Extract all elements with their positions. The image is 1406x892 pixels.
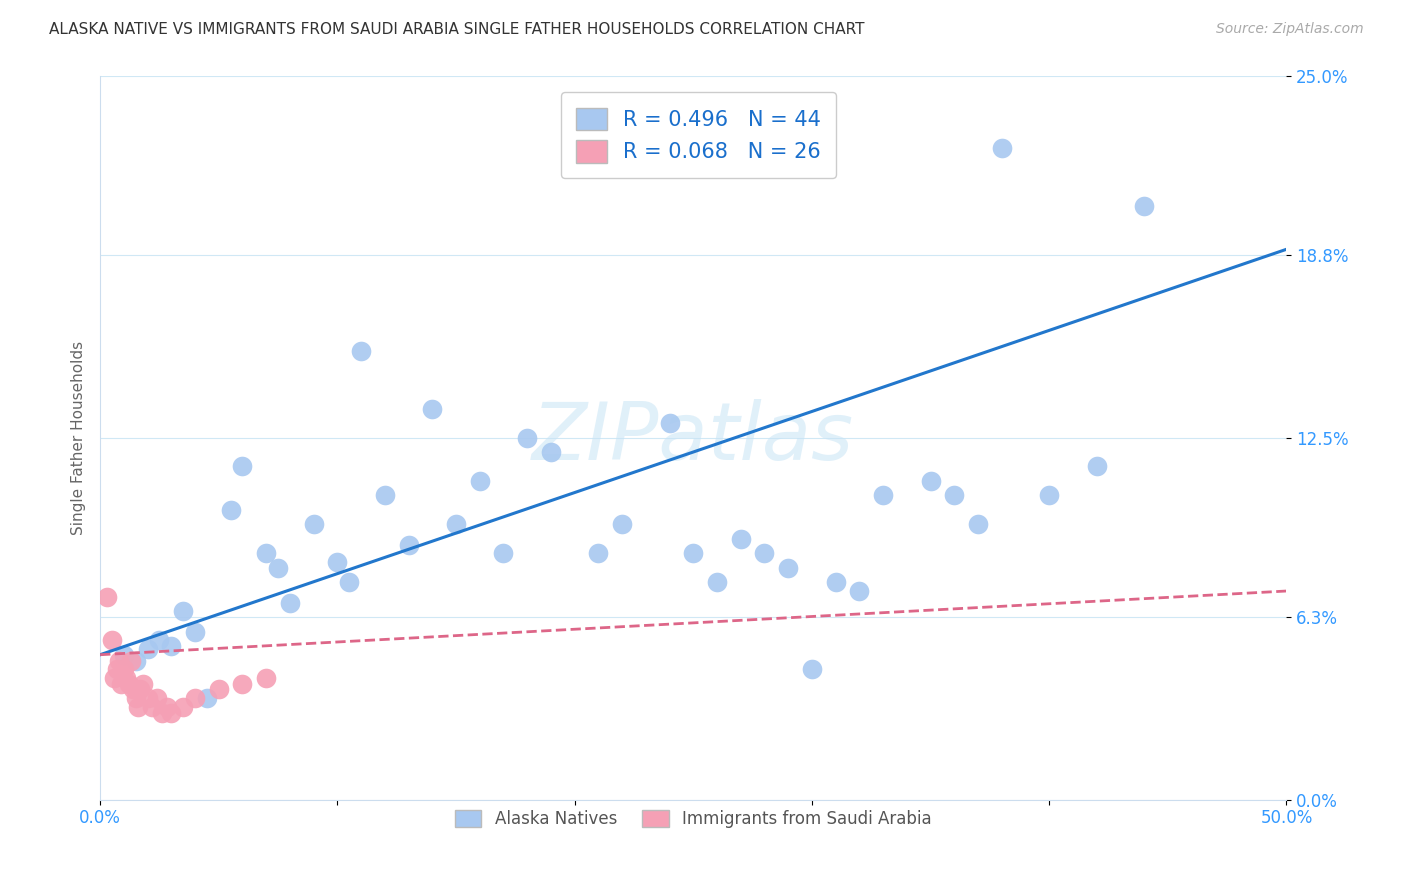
Point [96, 590, 118, 604]
Point [172, 699, 194, 714]
Point [103, 671, 125, 685]
Point [990, 141, 1012, 155]
Point [754, 546, 776, 560]
Point [920, 474, 942, 488]
Point [967, 517, 990, 532]
Point [492, 546, 515, 560]
Point [943, 488, 966, 502]
Point [105, 662, 128, 676]
Point [420, 401, 443, 416]
Point [195, 691, 218, 706]
Point [141, 699, 163, 714]
Point [444, 517, 467, 532]
Point [350, 343, 373, 358]
Point [115, 671, 138, 685]
Legend: Alaska Natives, Immigrants from Saudi Arabia: Alaska Natives, Immigrants from Saudi Ar… [449, 803, 938, 835]
Point [208, 682, 231, 697]
Y-axis label: Single Father Households: Single Father Households [72, 341, 86, 534]
Point [398, 538, 420, 552]
Point [112, 648, 135, 662]
Point [155, 699, 177, 714]
Point [148, 633, 170, 648]
Point [231, 676, 253, 690]
Point [1085, 459, 1108, 474]
Point [219, 503, 242, 517]
Point [730, 532, 752, 546]
Point [122, 682, 145, 697]
Point [132, 676, 155, 690]
Point [108, 653, 131, 667]
Point [125, 691, 148, 706]
Point [146, 691, 169, 706]
Point [150, 706, 173, 720]
Point [1038, 488, 1060, 502]
Point [110, 676, 132, 690]
Point [136, 642, 159, 657]
Point [129, 682, 152, 697]
Text: Source: ZipAtlas.com: Source: ZipAtlas.com [1216, 22, 1364, 37]
Point [516, 430, 538, 444]
Point [848, 584, 870, 599]
Point [125, 653, 148, 667]
Point [778, 561, 800, 575]
Point [610, 517, 633, 532]
Point [160, 706, 183, 720]
Point [706, 575, 728, 590]
Text: ALASKA NATIVE VS IMMIGRANTS FROM SAUDI ARABIA SINGLE FATHER HOUSEHOLDS CORRELATI: ALASKA NATIVE VS IMMIGRANTS FROM SAUDI A… [49, 22, 865, 37]
Point [872, 488, 894, 502]
Point [231, 459, 253, 474]
Point [337, 575, 360, 590]
Point [112, 662, 135, 676]
Point [254, 671, 277, 685]
Point [278, 596, 301, 610]
Point [588, 546, 610, 560]
Point [184, 624, 207, 639]
Point [468, 474, 491, 488]
Point [1133, 199, 1156, 213]
Point [540, 445, 562, 459]
Point [682, 546, 704, 560]
Point [254, 546, 277, 560]
Point [824, 575, 846, 590]
Point [160, 639, 183, 653]
Point [127, 699, 149, 714]
Point [302, 517, 325, 532]
Point [136, 691, 159, 706]
Point [658, 416, 681, 430]
Point [800, 662, 823, 676]
Point [117, 676, 139, 690]
Point [374, 488, 396, 502]
Text: ZIPatlas: ZIPatlas [533, 399, 855, 476]
Point [267, 561, 290, 575]
Point [172, 604, 194, 618]
Point [326, 555, 349, 569]
Point [184, 691, 207, 706]
Point [120, 653, 142, 667]
Point [101, 633, 124, 648]
